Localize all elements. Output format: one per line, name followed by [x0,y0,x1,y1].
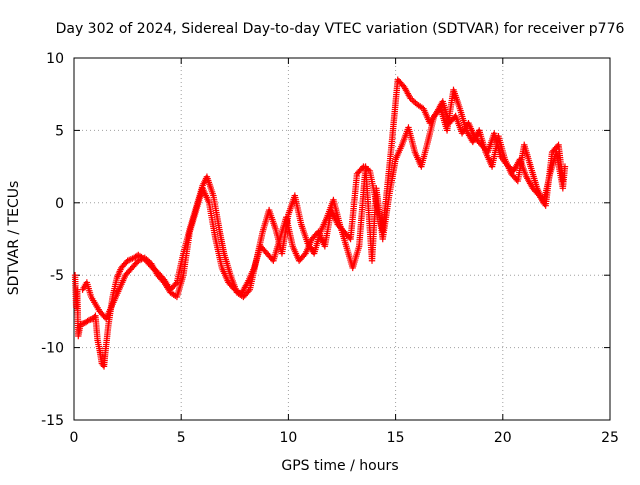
data-point [559,177,567,185]
axis-layer: 0 5 10 15 20 25 -15 -10 -5 0 5 10 [41,51,619,446]
data-trace-point [84,317,91,325]
y-tick-label: 10 [46,51,64,67]
data-trace-point [245,287,252,295]
x-tick-label: 20 [494,430,512,446]
data-trace-point [301,251,308,259]
x-tick-label: 5 [177,430,186,446]
data-trace-point [410,98,418,105]
chart-title: Day 302 of 2024, Sidereal Day-to-day VTE… [56,21,625,37]
x-tick-label: 25 [601,430,619,446]
plot-frame [73,57,611,421]
x-tick-label: 10 [279,430,297,446]
y-axis-label: SDTVAR / TECUs [6,181,22,296]
data-markers [71,76,569,370]
grid-layer [74,58,610,420]
x-tick-label: 0 [70,430,79,446]
data-trace-point [172,280,179,288]
y-tick-label: 0 [55,196,64,212]
x-axis-label: GPS time / hours [281,458,398,474]
x-tick-label: 15 [387,430,405,446]
y-tick-label: 5 [55,123,64,139]
y-tick-label: -5 [50,268,64,284]
y-tick-label: -10 [41,341,64,357]
y-tick-label: -15 [41,413,64,429]
